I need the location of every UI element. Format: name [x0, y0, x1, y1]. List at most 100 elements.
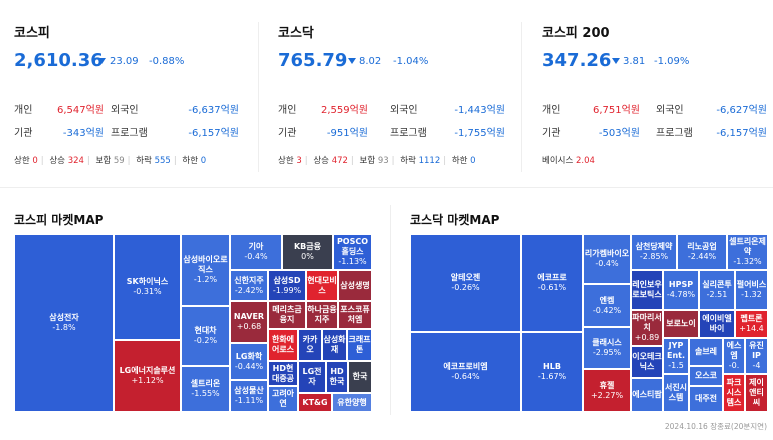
stat-label: 상한: [278, 156, 294, 166]
tile-rate: -1.55%: [191, 389, 220, 398]
treemap-tile[interactable]: 리노공업 -2.44%: [677, 234, 727, 270]
treemap-tile[interactable]: 레인보우로보틱스: [631, 270, 663, 310]
treemap-tile[interactable]: 신한지주 -2.42%: [230, 270, 268, 301]
tile-name: 현대모비스: [307, 275, 337, 295]
index-panel-kospi[interactable]: 코스피 2,610.36 23.09 -0.88% 개인 6,547억원 외국인…: [14, 0, 244, 182]
tile-name: 유진IP: [749, 341, 764, 360]
treemap-tile[interactable]: 오스코: [689, 366, 723, 386]
treemap-tile[interactable]: 에스티팜: [631, 378, 663, 412]
stat-label: 보합: [95, 156, 112, 166]
treemap-tile[interactable]: 유진IP -4: [745, 338, 768, 374]
investor-value: -503억원: [598, 128, 640, 139]
tile-name: 보로노이: [666, 319, 696, 328]
treemap-tile[interactable]: 메리츠금융지: [268, 301, 306, 329]
treemap-tile[interactable]: 실리콘투 -2.51: [699, 270, 735, 310]
tile-name: LG화학: [235, 351, 263, 361]
tile-name: 크래프톤: [348, 335, 371, 354]
treemap-tile[interactable]: 이오테크닉스: [631, 346, 663, 378]
treemap-tile[interactable]: JYP Ent. -1.5: [663, 338, 689, 374]
tile-rate: -1.11%: [234, 396, 264, 405]
treemap-tile[interactable]: 엔켐 -0.42%: [583, 284, 631, 327]
treemap-tile[interactable]: 서진시스템: [663, 374, 689, 412]
stat-value: 59: [113, 156, 125, 166]
treemap-tile[interactable]: 에코프로비엠 -0.64%: [410, 332, 521, 412]
treemap-tile[interactable]: KB금융 0%: [282, 234, 333, 270]
treemap-tile[interactable]: 카카오: [298, 329, 322, 361]
treemap-tile[interactable]: 보로노이: [663, 310, 699, 338]
treemap-tile[interactable]: 파마리서치 +0.89: [631, 310, 663, 346]
treemap-tile[interactable]: 솔브레: [689, 338, 723, 366]
stat-label: 하한: [451, 156, 468, 166]
treemap-tile[interactable]: 삼성SD -1.99%: [268, 270, 306, 301]
tile-name: 하나금융지주: [307, 305, 337, 324]
tile-name: 에이비엘바이: [702, 314, 732, 333]
stat-value: 93: [377, 156, 389, 166]
treemap-tile[interactable]: 현대모비스: [306, 270, 338, 301]
treemap-tile[interactable]: 삼성바이오로직스 -1.2%: [181, 234, 230, 306]
treemap-tile[interactable]: 에이비엘바이: [699, 310, 735, 338]
separator: |: [391, 156, 395, 166]
separator: |: [127, 156, 131, 166]
treemap-tile[interactable]: 삼성생명: [338, 270, 372, 301]
stat-label: 상승: [49, 156, 65, 166]
tile-name: 리가켐바이오: [584, 249, 630, 258]
treemap-tile[interactable]: 현대차 -0.2%: [181, 306, 230, 366]
index-panel-kospi200[interactable]: 코스피 200 347.26 3.81 -1.09% 개인 6,751억원 외국…: [542, 0, 770, 182]
tile-rate: -1.8%: [52, 323, 76, 332]
treemap-tile[interactable]: 에스엠 -0.: [723, 338, 745, 374]
investor-label: 기관: [14, 128, 33, 139]
tile-name: 오스코: [694, 371, 718, 380]
treemap-tile[interactable]: KT&G: [298, 393, 332, 412]
investor-value: -1,755억원: [454, 128, 505, 139]
treemap-tile[interactable]: 유한양행: [332, 393, 372, 412]
treemap-tile[interactable]: HPSP -4.78%: [663, 270, 699, 310]
treemap-tile[interactable]: 휴젤 +2.27%: [583, 369, 631, 412]
treemap-tile[interactable]: 펩트론 +14.4: [735, 310, 768, 338]
treemap-tile[interactable]: 한화에어로스: [268, 329, 298, 361]
treemap-tile[interactable]: 에코프로 -0.61%: [521, 234, 583, 332]
treemap-tile[interactable]: SK하이닉스 -0.31%: [114, 234, 181, 340]
treemap-tile[interactable]: LG화학 -0.44%: [230, 343, 268, 380]
treemap-tile[interactable]: 셀트리온제약 -1.32%: [727, 234, 768, 270]
treemap-tile[interactable]: 삼성화재: [322, 329, 347, 361]
treemap-tile[interactable]: 알테오젠 -0.26%: [410, 234, 521, 332]
treemap-tile[interactable]: 제이앤티씨: [745, 374, 768, 412]
stat-label: 상한: [14, 156, 30, 166]
index-change: 8.02: [359, 56, 382, 67]
treemap-tile[interactable]: 파크시스템스: [723, 374, 745, 412]
tile-rate: -1.13%: [338, 257, 367, 266]
treemap-tile[interactable]: 고려아연: [268, 386, 298, 412]
treemap-tile[interactable]: 기아 -0.4%: [230, 234, 282, 270]
treemap-tile[interactable]: LG전자: [298, 361, 326, 393]
treemap-tile[interactable]: 삼성전자 -1.8%: [14, 234, 114, 412]
treemap-tile[interactable]: POSCO홀딩스 -1.13%: [333, 234, 372, 270]
treemap-tile[interactable]: 삼성물산 -1.11%: [230, 380, 268, 412]
treemap-tile[interactable]: 클래시스 -2.95%: [583, 327, 631, 369]
tile-rate: -0.61%: [537, 283, 567, 292]
tile-rate: -2.85%: [639, 252, 669, 261]
treemap-tile[interactable]: HLB -1.67%: [521, 332, 583, 412]
investor-label: 외국인: [656, 105, 684, 116]
index-panel-kosdaq[interactable]: 코스닥 765.79 8.02 -1.04% 개인 2,559억원 외국인 -1…: [278, 0, 508, 182]
treemap-tile[interactable]: 삼천당제약 -2.85%: [631, 234, 677, 270]
tile-name: 대주전: [694, 394, 718, 403]
treemap-tile[interactable]: NAVER +0.68: [230, 301, 268, 343]
basis-stat: 베이시스 2.04: [542, 154, 595, 166]
treemap-tile[interactable]: LG에너지솔루션 +1.12%: [114, 340, 181, 412]
tile-rate: -1.67%: [537, 372, 567, 381]
treemap-tile[interactable]: 하나금융지주: [306, 301, 338, 329]
tile-name: 이오테크닉스: [632, 352, 662, 371]
tile-name: 알테오젠: [450, 273, 481, 282]
treemap-tile[interactable]: HD한국: [326, 361, 348, 393]
investor-row: 개인: [14, 101, 32, 116]
treemap-tile[interactable]: HD현대중공: [268, 361, 298, 386]
treemap-tile[interactable]: 크래프톤: [347, 329, 372, 361]
stat-value: 2.04: [575, 156, 595, 166]
treemap-tile[interactable]: 리가켐바이오 -0.4%: [583, 234, 631, 284]
treemap-tile[interactable]: 펄어비스 -1.32: [735, 270, 768, 310]
treemap-tile[interactable]: 한국: [348, 361, 372, 393]
treemap-tile[interactable]: 포스코퓨처엠: [338, 301, 372, 329]
treemap-tile[interactable]: 셀트리온 -1.55%: [181, 366, 230, 412]
tile-name: KB금융: [293, 242, 322, 251]
treemap-tile[interactable]: 대주전: [689, 386, 723, 412]
